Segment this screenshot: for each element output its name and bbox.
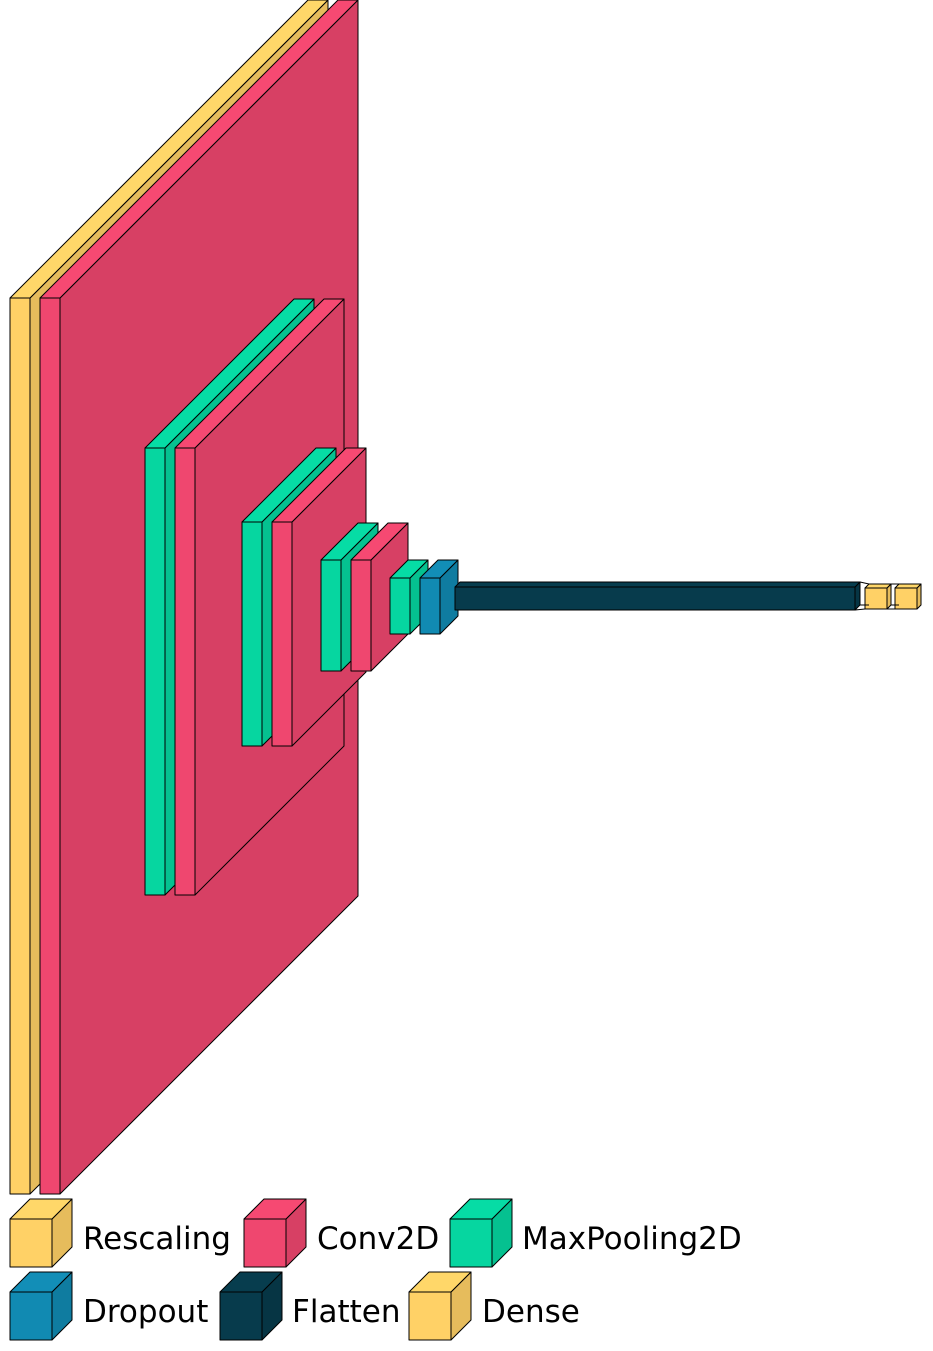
legend-cube-maxpooling2d <box>449 1198 513 1268</box>
layer-5-maxpooling2d-front <box>241 521 263 747</box>
legend-label-conv2d: Conv2D <box>317 1221 439 1257</box>
layer-12-dense-front <box>864 587 888 610</box>
legend-label-rescaling: Rescaling <box>83 1221 231 1257</box>
legend-swatch-rescaling <box>9 1198 73 1268</box>
legend-item-conv2d: Conv2D <box>243 1198 439 1268</box>
legend-swatch-dense <box>408 1271 472 1341</box>
legend-label-dropout: Dropout <box>83 1294 208 1330</box>
legend-cube-conv2d <box>243 1198 307 1268</box>
legend-cube-dense-front <box>408 1291 452 1341</box>
legend-cube-rescaling-front <box>9 1218 53 1268</box>
legend-cube-flatten <box>219 1271 283 1341</box>
layer-8-conv2d-front <box>350 559 372 672</box>
layer-12-dense-top <box>864 583 892 589</box>
layer-10-dropout-front <box>419 577 441 635</box>
layer-1-rescaling-front <box>9 297 31 1195</box>
layer-11-flatten-top <box>454 581 861 588</box>
layer-4-conv2d-front <box>174 447 196 896</box>
legend-item-maxpooling2d: MaxPooling2D <box>449 1198 742 1268</box>
layer-7-maxpooling2d-front <box>320 559 342 672</box>
legend-item-dropout: Dropout <box>9 1271 208 1341</box>
legend-label-maxpooling2d: MaxPooling2D <box>522 1221 742 1257</box>
legend: Rescaling Conv2D MaxPooling2D Dropout Fl… <box>9 1198 742 1341</box>
layer-2-conv2d-front <box>39 297 61 1195</box>
layer-stack <box>9 0 922 1195</box>
legend-item-dense: Dense <box>408 1271 580 1341</box>
layer-13-dense-front <box>894 587 918 610</box>
legend-cube-dropout <box>9 1271 73 1341</box>
layer-10-dropout <box>419 559 459 635</box>
legend-cube-flatten-front <box>219 1291 263 1341</box>
legend-label-flatten: Flatten <box>292 1294 400 1330</box>
layer-13-dense-top <box>894 583 922 589</box>
connector-11-12-front <box>854 608 866 611</box>
layer-11-flatten <box>454 581 861 611</box>
layer-6-conv2d-front <box>271 521 293 747</box>
layer-13-dense <box>894 583 922 610</box>
legend-swatch-conv2d <box>243 1198 307 1268</box>
connector-11-12-top <box>859 581 870 585</box>
layer-11-flatten-front <box>454 586 856 611</box>
legend-cube-rescaling <box>9 1198 73 1268</box>
legend-cube-maxpooling2d-front <box>449 1218 493 1268</box>
legend-item-rescaling: Rescaling <box>9 1198 231 1268</box>
layer-3-maxpooling2d-front <box>144 447 166 896</box>
legend-cube-dense <box>408 1271 472 1341</box>
layer-6-conv2d <box>271 447 367 747</box>
legend-cube-dropout-front <box>9 1291 53 1341</box>
legend-cube-conv2d-front <box>243 1218 287 1268</box>
legend-label-dense: Dense <box>482 1294 580 1330</box>
legend-item-flatten: Flatten <box>219 1271 400 1341</box>
legend-swatch-maxpooling2d <box>449 1198 513 1268</box>
layer-9-maxpooling2d-front <box>389 577 411 635</box>
legend-swatch-dropout <box>9 1271 73 1341</box>
legend-swatch-flatten <box>219 1271 283 1341</box>
